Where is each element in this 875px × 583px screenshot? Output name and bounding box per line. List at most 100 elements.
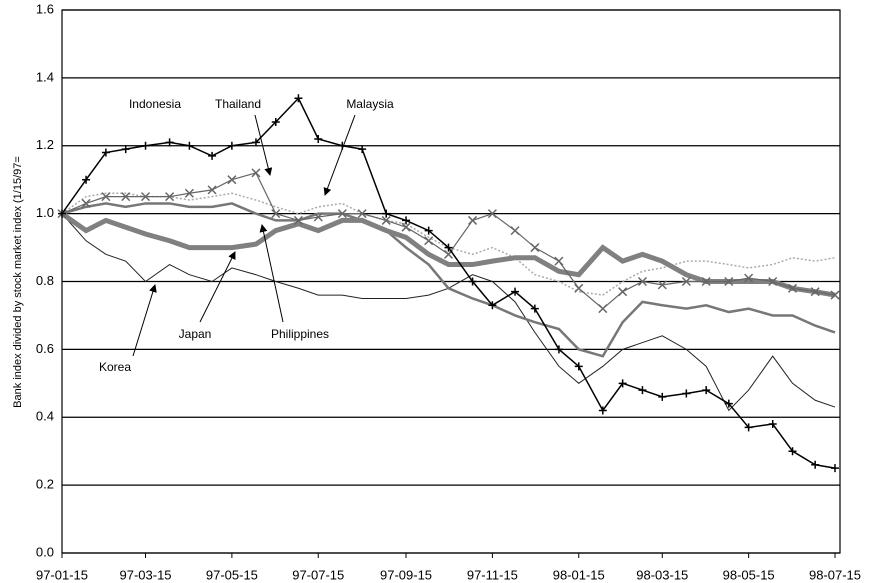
marker xyxy=(141,141,150,150)
legend-label: Japan xyxy=(179,327,212,341)
marker xyxy=(530,243,540,253)
marker xyxy=(830,290,840,300)
marker xyxy=(271,209,281,219)
marker xyxy=(787,283,798,293)
marker xyxy=(58,209,66,218)
marker xyxy=(402,216,411,225)
marker xyxy=(468,277,477,286)
marker xyxy=(554,345,563,354)
y-tick-label: 0.8 xyxy=(36,273,54,288)
marker xyxy=(657,280,667,290)
marker xyxy=(271,117,280,126)
marker xyxy=(314,134,323,143)
legend-label: Indonesia xyxy=(129,97,181,111)
x-tick-label: 97-01-15 xyxy=(36,567,88,582)
x-tick-label: 98-01-15 xyxy=(553,567,605,582)
marker xyxy=(768,276,778,287)
marker xyxy=(510,226,520,236)
series-line xyxy=(61,192,836,296)
marker xyxy=(358,145,367,154)
marker xyxy=(357,209,367,219)
marker xyxy=(208,151,217,160)
y-tick-label: 1.6 xyxy=(36,1,54,16)
plot-frame xyxy=(61,9,841,554)
marker xyxy=(140,192,151,202)
legend-label: Korea xyxy=(99,360,131,374)
marker xyxy=(207,185,217,195)
marker xyxy=(658,392,667,401)
annotation-arrow xyxy=(254,114,273,176)
x-tick-label: 97-03-15 xyxy=(120,567,172,582)
marker xyxy=(424,236,434,246)
marker xyxy=(294,94,303,103)
marker xyxy=(618,379,627,388)
marker xyxy=(251,168,261,178)
marker xyxy=(313,212,323,222)
x-tick-label: 98-05-15 xyxy=(723,567,775,582)
marker xyxy=(637,276,647,287)
legend-label: Malaysia xyxy=(346,97,394,111)
marker xyxy=(293,215,303,225)
legend-label: Philippines xyxy=(271,327,329,341)
marker xyxy=(598,406,607,415)
marker xyxy=(165,192,175,202)
marker xyxy=(618,287,628,297)
marker xyxy=(381,215,391,225)
y-tick-label: 1.4 xyxy=(36,69,54,84)
marker xyxy=(424,226,433,235)
marker xyxy=(744,273,754,283)
marker xyxy=(768,420,777,429)
annotation-arrow xyxy=(132,284,157,357)
y-tick-label: 1.0 xyxy=(36,205,54,220)
marker xyxy=(227,141,236,150)
marker xyxy=(382,209,391,218)
x-tick-label: 97-07-15 xyxy=(292,567,344,582)
marker xyxy=(165,138,174,147)
marker xyxy=(530,304,539,313)
marker xyxy=(724,399,733,408)
marker xyxy=(468,215,478,225)
y-tick-label: 0.2 xyxy=(36,477,54,492)
marker xyxy=(682,389,691,398)
marker xyxy=(724,276,734,287)
marker xyxy=(444,243,453,252)
marker xyxy=(487,209,497,219)
annotation-arrow xyxy=(323,114,356,196)
x-tick-label: 97-05-15 xyxy=(206,567,258,582)
marker xyxy=(831,464,839,473)
marker xyxy=(81,198,91,208)
marker xyxy=(121,192,131,202)
marker xyxy=(810,287,820,297)
x-tick-label: 97-09-15 xyxy=(380,567,432,582)
marker xyxy=(701,276,711,287)
marker xyxy=(574,283,584,293)
marker xyxy=(101,192,111,202)
y-tick-label: 0.0 xyxy=(36,544,54,559)
marker xyxy=(681,276,691,287)
x-tick-label: 98-03-15 xyxy=(636,567,688,582)
marker xyxy=(251,138,260,147)
marker xyxy=(702,386,711,395)
y-tick-label: 1.2 xyxy=(36,137,54,152)
marker xyxy=(101,148,110,157)
y-tick-label: 0.4 xyxy=(36,409,54,424)
marker xyxy=(554,256,564,266)
x-tick-label: 98-07-15 xyxy=(809,567,861,582)
annotation-arrow xyxy=(259,224,284,323)
legend-label: Thailand xyxy=(215,97,261,111)
marker xyxy=(401,222,411,232)
marker xyxy=(121,145,130,154)
marker xyxy=(744,423,753,432)
marker xyxy=(185,141,194,150)
marker xyxy=(82,175,91,184)
y-axis-label: Bank index divided by stock market index… xyxy=(12,156,24,408)
marker xyxy=(811,460,820,469)
marker xyxy=(337,209,347,219)
series-line xyxy=(61,202,836,358)
annotation-arrow xyxy=(199,251,236,323)
x-tick-label: 97-11-15 xyxy=(467,567,518,582)
marker xyxy=(227,175,237,185)
marker xyxy=(788,447,797,456)
marker xyxy=(598,304,608,314)
